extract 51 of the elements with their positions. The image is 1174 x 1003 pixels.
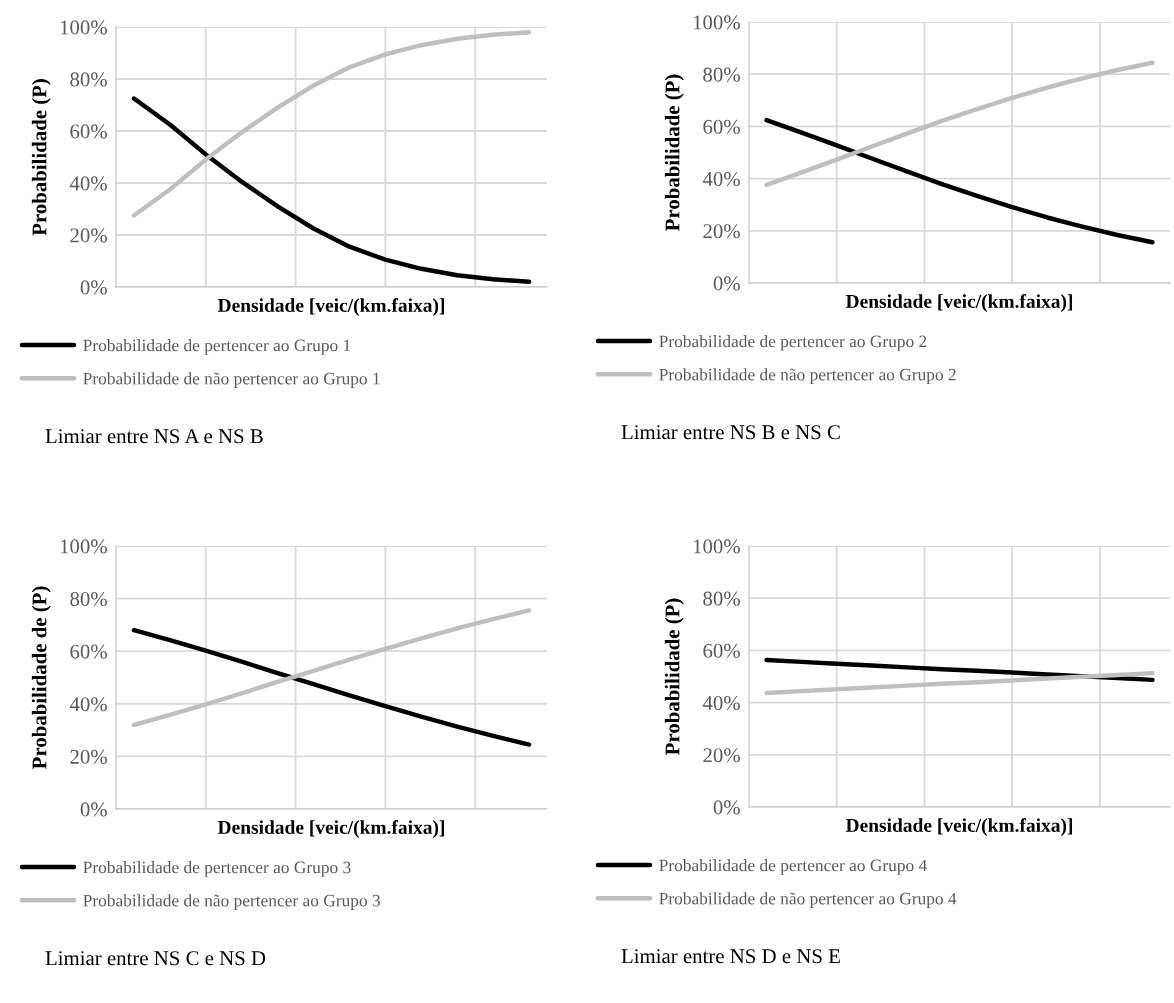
y-axis-title: Probabilidade (P)	[31, 79, 51, 236]
text: Limiar entre NS B e NS C	[621, 425, 840, 440]
x-axis-title: Densidade [veic/(km.faixa)]	[217, 820, 445, 838]
y-tick-label: 60%	[703, 119, 740, 134]
line-series	[131, 627, 532, 747]
x-axis-title: Densidade [veic/(km.faixa)]	[217, 298, 445, 316]
legend-label: Probabilidade de pertencer ao Grupo 2	[659, 335, 927, 351]
y-tick-label: 80%	[703, 591, 740, 606]
y-tick-label: 60%	[703, 643, 740, 658]
y-tick-label: 80%	[70, 591, 107, 607]
legend-label: Probabilidade de pertencer ao Grupo 3	[83, 861, 351, 877]
x-axis-title: Densidade [veic/(km.faixa)]	[845, 294, 1073, 312]
y-tick-label: 20%	[70, 749, 107, 764]
legend-label: Probabilidade de pertencer ao Grupo 1	[83, 339, 351, 355]
y-axis-title: Probabilidade (P)	[664, 598, 684, 755]
y-tick-label: 100%	[693, 539, 740, 554]
line-series	[764, 670, 1155, 696]
line-series	[131, 96, 532, 285]
y-tick-label: 40%	[702, 695, 740, 711]
y-tick-label: 60%	[70, 644, 107, 659]
y-tick-label: 0%	[80, 802, 107, 817]
y-tick-label: 40%	[69, 697, 107, 712]
legend-label: Probabilidade de não pertencer ao Grupo 4	[659, 892, 957, 909]
y-tick-label: 80%	[703, 67, 740, 82]
line-series	[131, 608, 532, 728]
y-tick-label: 100%	[60, 539, 107, 554]
y-axis-title: Probabilidade de (P)	[31, 586, 51, 769]
y-tick-label: 100%	[60, 20, 107, 35]
text: Limiar entre NS C e NS D	[45, 951, 266, 966]
y-tick-label: 40%	[69, 176, 107, 191]
y-tick-label: 80%	[70, 72, 107, 87]
y-tick-label: 20%	[70, 228, 107, 243]
y-tick-label: 0%	[713, 276, 740, 291]
y-tick-label: 20%	[703, 224, 740, 239]
y-tick-label: 60%	[70, 124, 107, 139]
legend-label: Probabilidade de não pertencer ao Grupo 3	[83, 894, 380, 911]
y-axis-title: Probabilidade (P)	[664, 74, 684, 231]
y-tick-label: 0%	[713, 800, 740, 815]
x-axis-title: Densidade [veic/(km.faixa)]	[845, 818, 1073, 836]
line-series	[131, 29, 532, 218]
y-tick-label: 40%	[702, 171, 740, 187]
line-series	[764, 60, 1155, 188]
y-tick-label: 0%	[80, 280, 107, 295]
legend-label: Probabilidade de não pertencer ao Grupo 2	[659, 368, 956, 385]
legend-label: Probabilidade de pertencer ao Grupo 4	[659, 859, 927, 875]
line-series	[764, 117, 1155, 245]
legend-label: Probabilidade de não pertencer ao Grupo 1	[83, 372, 380, 389]
text: Limiar entre NS A e NS B	[45, 429, 263, 444]
y-tick-label: 100%	[693, 15, 740, 30]
y-tick-label: 20%	[703, 748, 740, 763]
text: Limiar entre NS D e NS E	[621, 949, 840, 964]
